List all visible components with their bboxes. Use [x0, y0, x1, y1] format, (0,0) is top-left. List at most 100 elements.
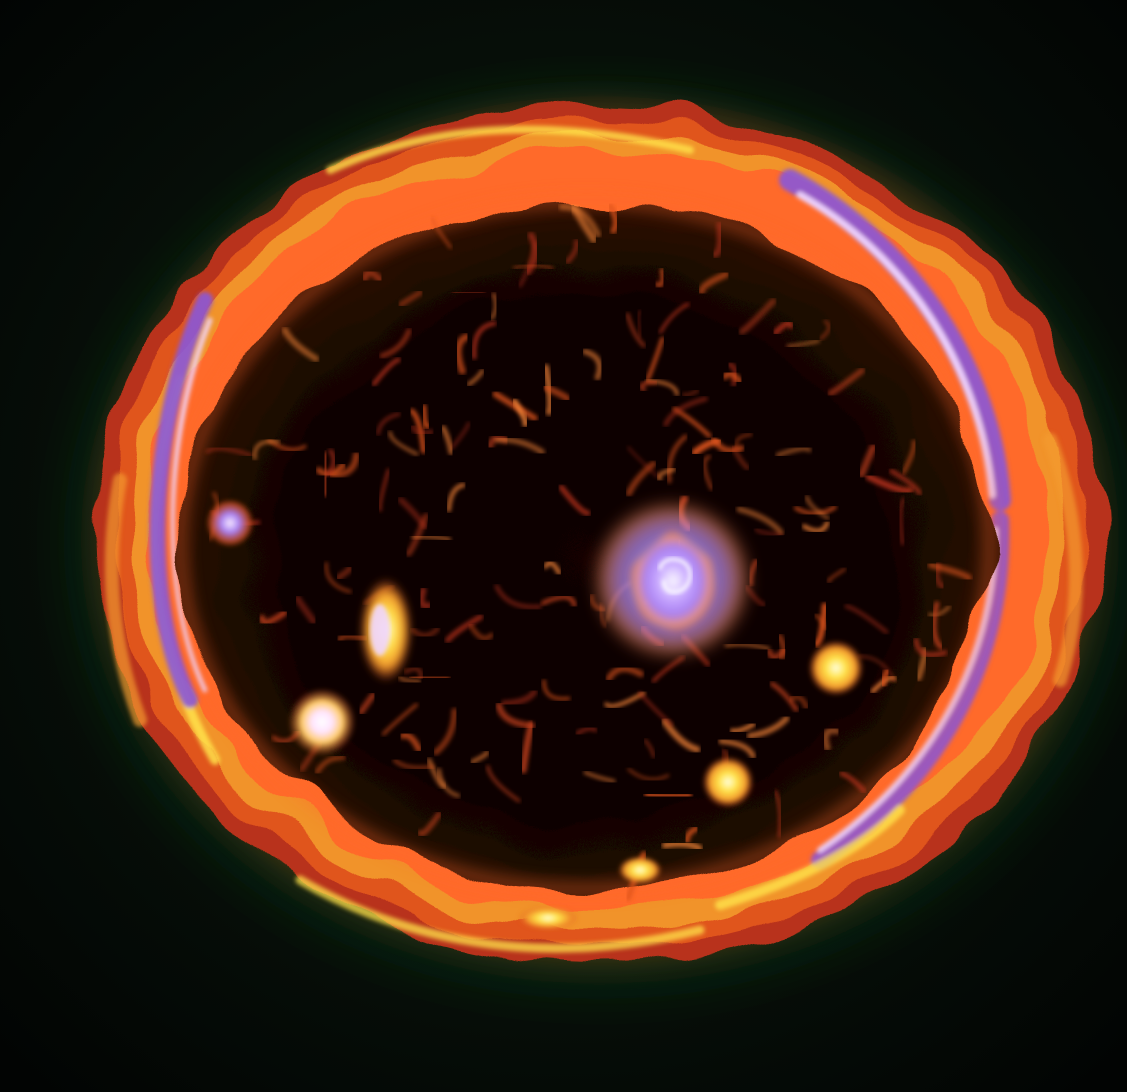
gas-filament [399, 732, 423, 753]
gas-filament [604, 691, 646, 708]
gas-filament [654, 267, 665, 288]
gas-filament [417, 811, 442, 837]
bottom-knot [618, 856, 662, 884]
gas-filament [314, 755, 346, 775]
gas-filament [542, 679, 571, 701]
gas-filament [731, 445, 750, 471]
gas-filament [931, 601, 944, 650]
gas-filament [644, 791, 693, 800]
gas-filament [259, 609, 288, 626]
gas-filament [378, 468, 390, 512]
lower-right-knot [702, 756, 754, 808]
gas-filament [492, 391, 538, 422]
gas-filament [421, 403, 431, 429]
gas-filament [409, 408, 426, 454]
gas-filament [495, 702, 536, 729]
gas-filament [735, 433, 753, 450]
gas-filament [410, 423, 435, 436]
gas-filament [722, 370, 743, 385]
gas-filament [321, 451, 330, 498]
bright-knots [206, 499, 864, 930]
gas-filament [605, 665, 644, 682]
gas-filament [901, 439, 917, 475]
gas-filament [724, 643, 771, 650]
gas-filament [335, 565, 353, 581]
gas-filament [398, 675, 422, 684]
gas-filament [636, 310, 643, 338]
gas-filament [774, 790, 782, 838]
gas-filament [466, 368, 485, 387]
gas-filament [410, 626, 440, 638]
gas-filament [381, 703, 419, 736]
gas-filament [858, 443, 877, 478]
gas-filament [524, 231, 540, 275]
gas-filament [540, 594, 577, 608]
gas-filament [682, 389, 700, 397]
gas-filament [625, 460, 657, 497]
gas-filament [403, 666, 423, 680]
gas-filament [565, 239, 580, 264]
gas-filament [450, 421, 471, 450]
gas-filament [558, 203, 601, 238]
gas-filament [432, 707, 458, 756]
gas-filament [718, 738, 756, 759]
gas-filament [494, 436, 545, 455]
gas-filament [582, 348, 603, 381]
gas-filament [489, 292, 498, 321]
gas-filament [661, 718, 701, 753]
gas-filament [776, 633, 788, 661]
gas-filament [898, 497, 907, 546]
gas-filament [494, 584, 542, 610]
gas-filament [661, 840, 703, 852]
gas-filament [445, 614, 484, 643]
lower-left-star [288, 688, 356, 756]
gas-filament [431, 216, 452, 249]
gas-filament [638, 691, 674, 727]
gas-filament [711, 435, 745, 454]
gas-filament [437, 767, 461, 798]
gas-filament [361, 269, 384, 283]
gas-filament [454, 333, 470, 375]
gas-filament [839, 771, 867, 794]
gas-filament [409, 673, 451, 681]
gas-filament [558, 484, 591, 516]
gas-filament [388, 430, 419, 456]
gas-filament [663, 396, 708, 427]
gas-filament [570, 204, 598, 244]
gas-filament [398, 289, 424, 308]
gas-filament [324, 561, 352, 594]
right-knot [808, 640, 864, 696]
gas-filament [411, 535, 452, 541]
gas-filament [639, 379, 658, 392]
gas-filament [666, 434, 688, 484]
gas-filament [397, 496, 428, 530]
gas-filament [294, 595, 317, 625]
gas-filament [519, 721, 535, 774]
gas-filament [253, 439, 281, 460]
gas-filament [651, 655, 685, 683]
gas-filament [786, 339, 820, 348]
rim-streaks [104, 125, 1084, 953]
gas-filament [627, 768, 670, 781]
gas-filament [804, 495, 830, 520]
gas-filament [659, 302, 690, 334]
gas-filament [418, 586, 433, 610]
gas-filament [357, 692, 377, 716]
gas-filament [376, 412, 401, 436]
gas-filament [379, 328, 412, 359]
gas-filament [575, 726, 598, 736]
gas-filament [684, 825, 700, 844]
gas-filament [769, 681, 799, 712]
gas-filament [827, 367, 866, 397]
small-left-knot [206, 499, 254, 547]
central-star-swirl [658, 557, 693, 594]
gas-filament [393, 758, 435, 770]
gas-filament [913, 637, 948, 658]
gas-filament [698, 271, 730, 296]
gas-filament [827, 567, 847, 583]
gas-filament [656, 467, 677, 482]
gas-filament [927, 561, 973, 582]
gas-filament [754, 527, 784, 537]
gas-filament [736, 506, 784, 536]
